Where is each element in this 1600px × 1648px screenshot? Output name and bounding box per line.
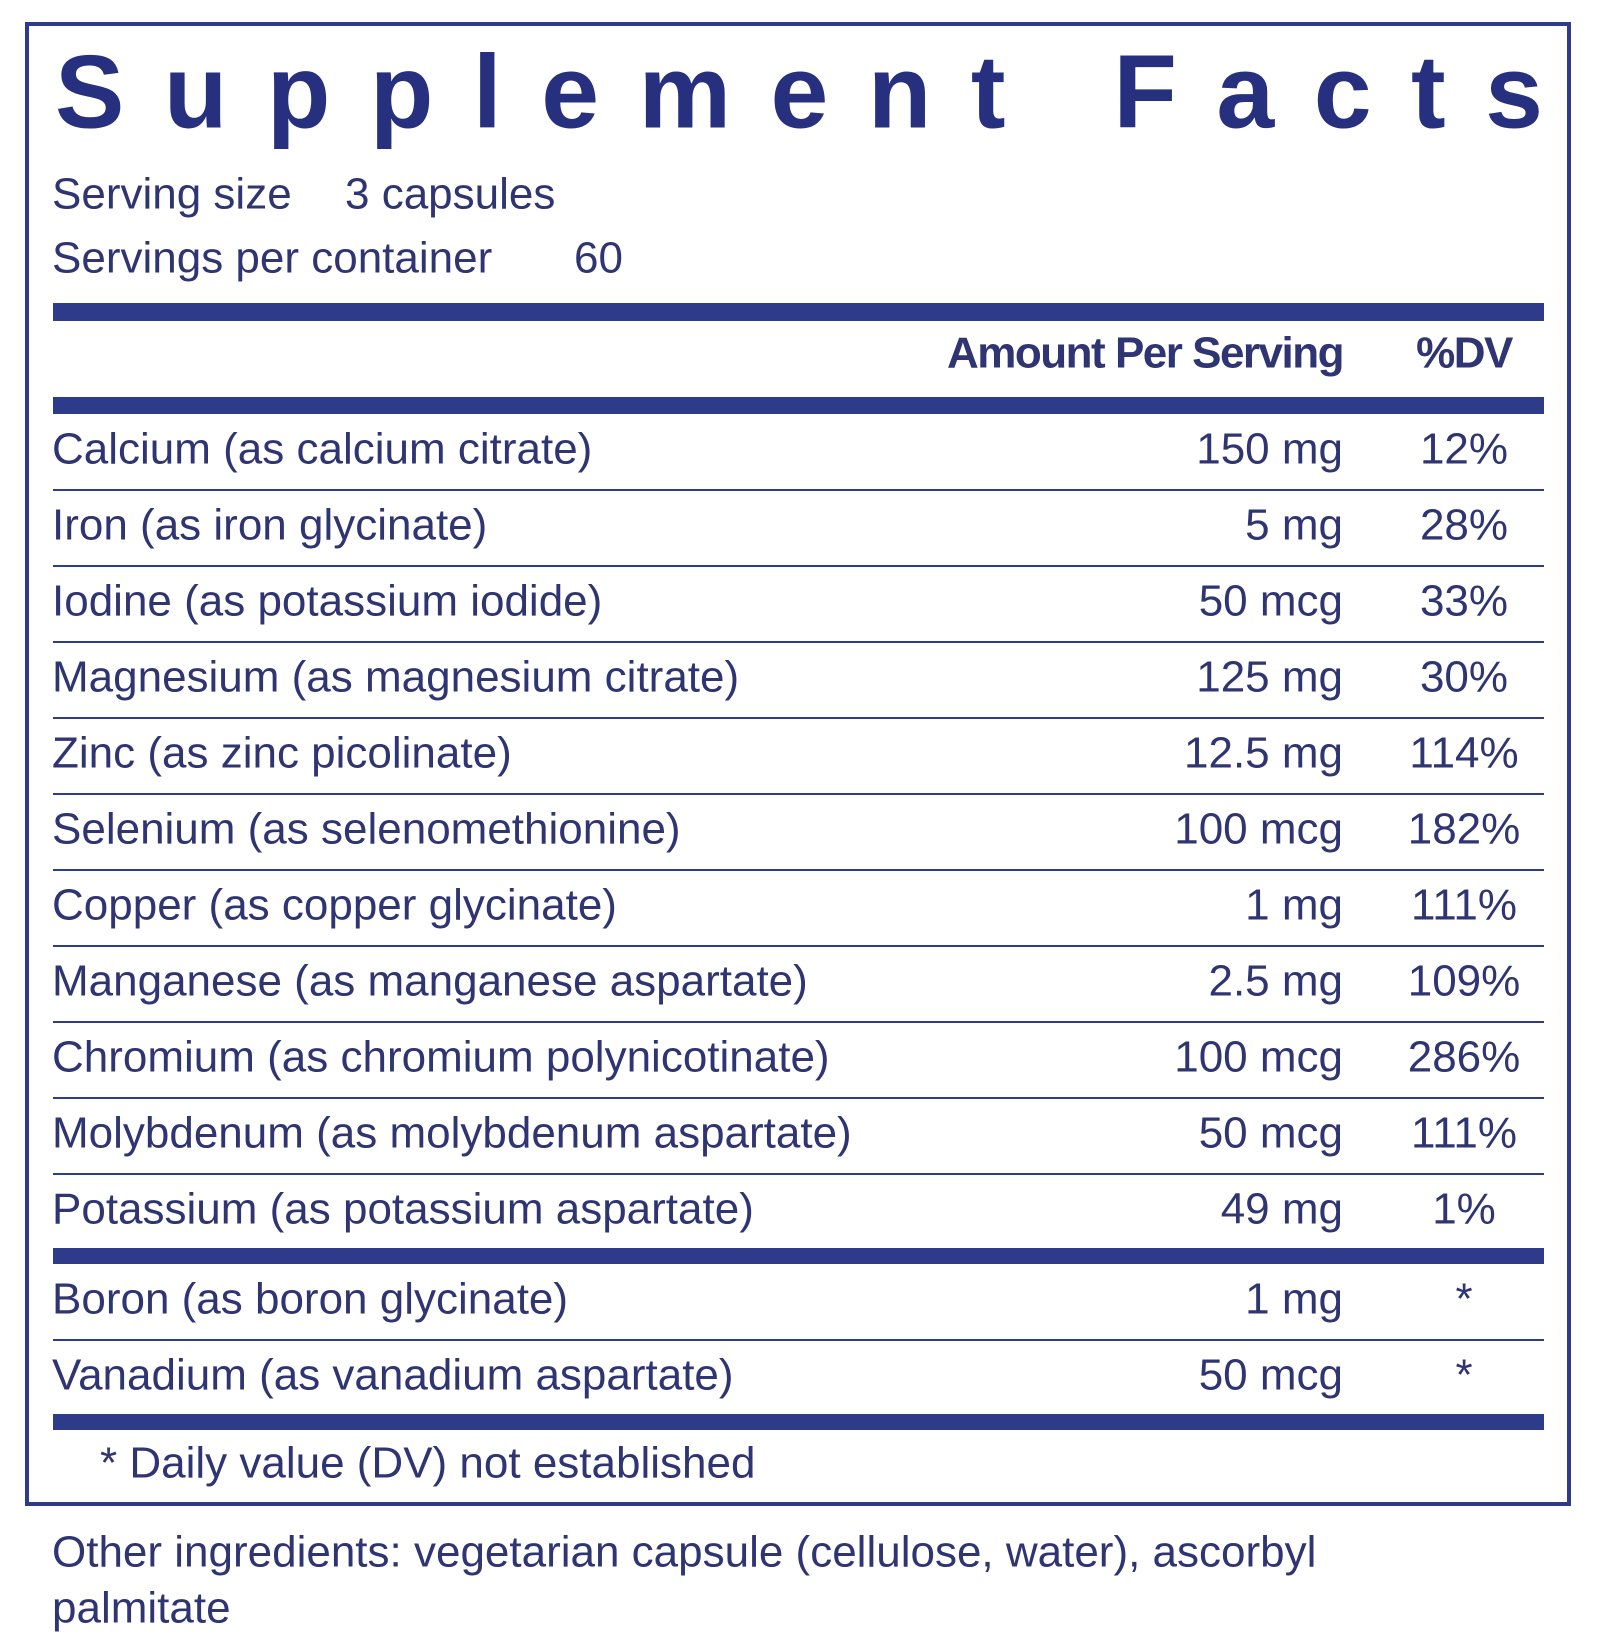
label-border — [25, 22, 1571, 1506]
nutrient-amount: 50 mcg — [1199, 1109, 1343, 1158]
nutrient-name: Copper (as copper glycinate) — [52, 881, 617, 930]
nutrient-name: Selenium (as selenomethionine) — [52, 805, 681, 854]
thick-rule — [53, 1414, 1544, 1430]
nutrient-dv: 12% — [1420, 425, 1508, 474]
nutrient-amount: 49 mg — [1221, 1185, 1343, 1234]
nutrient-name: Iron (as iron glycinate) — [52, 501, 487, 550]
nutrient-amount: 5 mg — [1245, 501, 1343, 550]
nutrient-name: Boron (as boron glycinate) — [52, 1275, 568, 1324]
nutrient-dv: 114% — [1409, 729, 1518, 778]
nutrient-dv: 28% — [1420, 501, 1508, 550]
nutrient-amount: 50 mcg — [1199, 1351, 1343, 1400]
servings-per-container-value: 60 — [574, 234, 623, 283]
nutrient-amount: 100 mcg — [1174, 1033, 1343, 1082]
nutrient-name: Vanadium (as vanadium aspartate) — [52, 1351, 734, 1400]
nutrient-name: Chromium (as chromium polynicotinate) — [52, 1033, 830, 1082]
nutrient-dv: 109% — [1408, 957, 1521, 1006]
nutrient-dv: 1% — [1432, 1185, 1496, 1234]
other-ingredients: palmitate — [52, 1584, 231, 1633]
dv-header: %DV — [1416, 329, 1514, 378]
amount-header: Amount Per Serving — [947, 329, 1343, 378]
nutrient-amount: 2.5 mg — [1208, 957, 1343, 1006]
servings-per-container-label: Servings per container — [52, 234, 492, 283]
nutrient-dv: 30% — [1420, 653, 1508, 702]
serving-size-label: Serving size — [52, 170, 292, 219]
nutrient-name: Magnesium (as magnesium citrate) — [52, 653, 739, 702]
other-ingredients: Other ingredients: vegetarian capsule (c… — [52, 1528, 1316, 1577]
nutrient-amount: 150 mg — [1196, 425, 1343, 474]
serving-size-value: 3 capsules — [345, 170, 555, 219]
nutrient-dv: 33% — [1420, 577, 1508, 626]
nutrient-dv: 111% — [1411, 881, 1517, 930]
thick-rule — [53, 303, 1544, 321]
nutrient-dv: * — [1455, 1351, 1472, 1400]
nutrient-dv: 286% — [1408, 1033, 1521, 1082]
nutrient-amount: 125 mg — [1196, 653, 1343, 702]
nutrient-dv: * — [1455, 1275, 1472, 1324]
nutrient-name: Potassium (as potassium aspartate) — [52, 1185, 754, 1234]
thick-rule — [53, 1248, 1544, 1264]
nutrient-name: Calcium (as calcium citrate) — [52, 425, 592, 474]
nutrient-name: Manganese (as manganese aspartate) — [52, 957, 808, 1006]
nutrient-dv: 111% — [1411, 1109, 1517, 1158]
nutrient-amount: 100 mcg — [1174, 805, 1343, 854]
nutrient-amount: 12.5 mg — [1184, 729, 1343, 778]
thick-rule — [53, 397, 1544, 414]
footnote: * Daily value (DV) not established — [100, 1439, 755, 1488]
nutrient-name: Molybdenum (as molybdenum aspartate) — [52, 1109, 852, 1158]
nutrient-name: Zinc (as zinc picolinate) — [52, 729, 512, 778]
title: Supplement Facts — [55, 34, 1543, 150]
nutrient-name: Iodine (as potassium iodide) — [52, 577, 602, 626]
nutrient-dv: 182% — [1408, 805, 1521, 854]
nutrient-amount: 1 mg — [1245, 1275, 1343, 1324]
nutrient-amount: 50 mcg — [1199, 577, 1343, 626]
nutrient-amount: 1 mg — [1245, 881, 1343, 930]
